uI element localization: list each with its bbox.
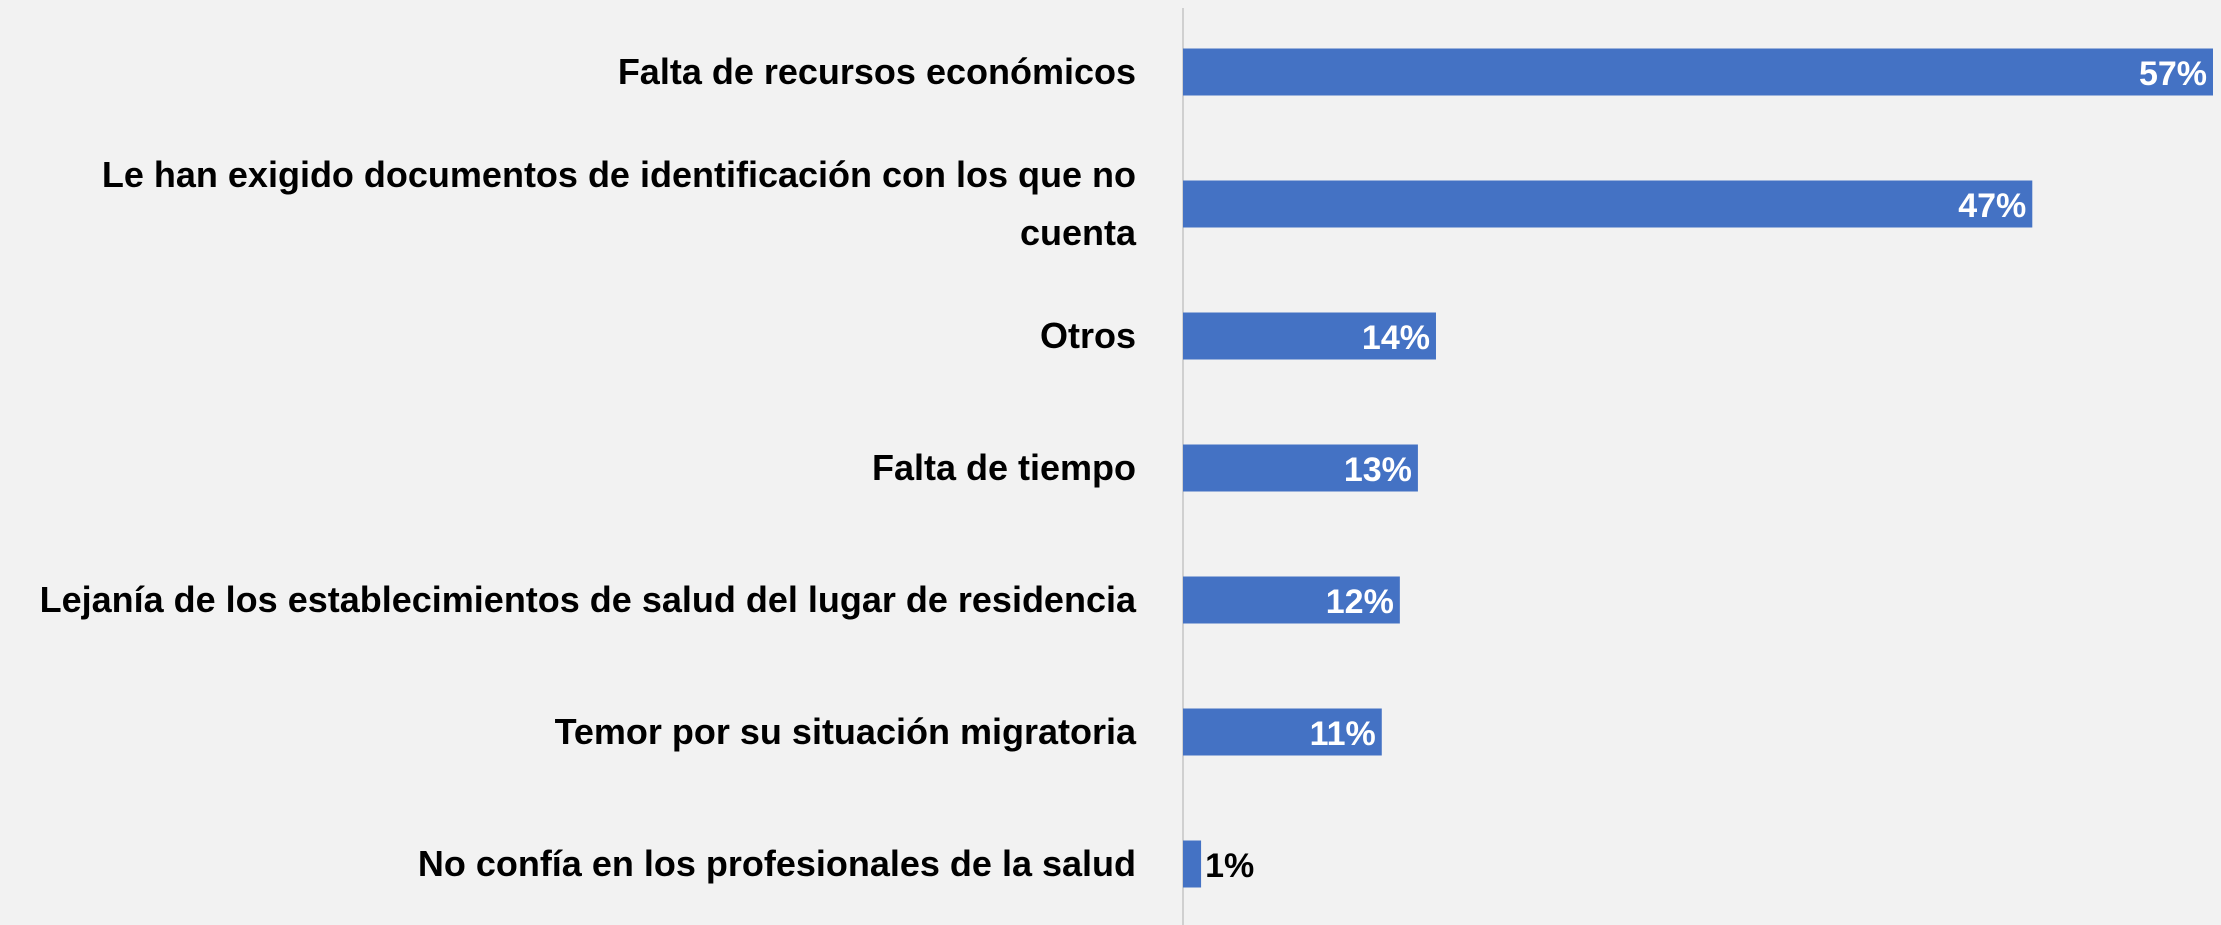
value-label: 57% — [2139, 55, 2207, 93]
value-label: 47% — [1958, 187, 2026, 225]
bar — [1183, 180, 2033, 228]
category-label: Lejanía de los establecimientos de salud… — [39, 579, 1136, 620]
category-label: Temor por su situación migratoria — [554, 711, 1136, 752]
category-label: No confía en los profesionales de la sal… — [417, 843, 1136, 884]
category-label: Le han exigido documentos de identificac… — [101, 154, 1136, 253]
value-label: 12% — [1326, 583, 1394, 621]
category-label: Falta de recursos económicos — [617, 51, 1136, 92]
value-label: 13% — [1344, 451, 1412, 489]
bar — [1183, 312, 1436, 360]
value-label: 1% — [1205, 847, 1254, 885]
bar — [1183, 708, 1382, 756]
bar — [1183, 48, 2213, 96]
value-label: 11% — [1310, 715, 1376, 753]
category-label: Otros — [1039, 315, 1136, 356]
value-label: 14% — [1362, 319, 1430, 357]
category-label: Falta de tiempo — [871, 447, 1136, 488]
bar — [1183, 840, 1202, 888]
bar — [1183, 444, 1418, 492]
bar — [1183, 576, 1400, 624]
